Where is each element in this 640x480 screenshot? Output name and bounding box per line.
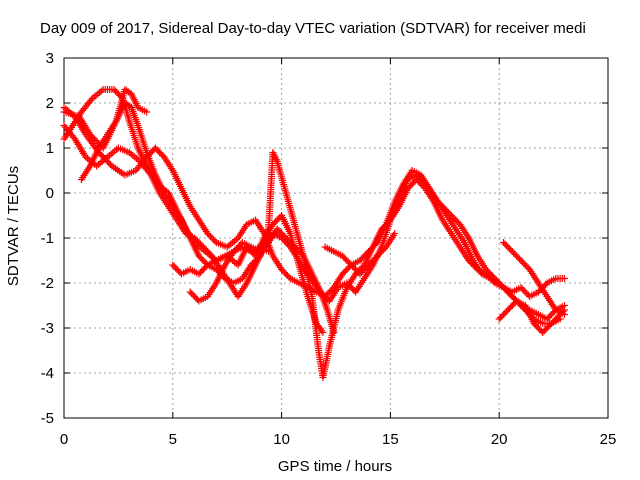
data-point [285,273,293,281]
y-tick-label: 3 [46,50,54,67]
data-point [560,311,568,318]
x-tick-label: 0 [60,431,68,448]
y-tick-label: 2 [46,95,54,112]
data-point [330,329,338,336]
x-tick-label: 10 [273,431,290,448]
data-point [391,230,399,237]
y-tick-label: -1 [41,230,54,247]
data-point [489,278,497,285]
data-point [202,263,210,270]
data-point [265,248,273,255]
chart-title: Day 009 of 2017, Sidereal Day-to-day VTE… [40,20,586,37]
y-tick-label: 0 [46,185,54,202]
x-axis: 0 5 10 15 20 25 [60,58,617,448]
data-point [472,264,480,272]
data-point [546,321,554,329]
y-tick-label: -2 [41,275,54,292]
data-series [60,86,568,381]
data-point [542,281,550,288]
y-axis: -5 -4 -3 -2 -1 0 1 2 3 [41,50,608,427]
data-point [87,96,95,104]
data-point [143,108,151,116]
data-point [560,275,568,282]
y-axis-label: SDTVAR / TECUs [5,166,22,286]
series-track-9 [500,239,568,318]
series-track-10 [495,297,564,336]
y-tick-label: -4 [41,365,54,382]
series-track-5 [77,99,568,381]
series-track-7 [186,225,338,336]
x-tick-label: 25 [600,431,617,448]
x-tick-label: 20 [491,431,508,448]
x-axis-label: GPS time / hours [278,458,392,475]
x-tick-label: 5 [169,431,177,448]
series-track-8 [321,230,399,278]
data-point [117,93,125,101]
x-tick-label: 15 [382,431,399,448]
y-tick-label: -3 [41,320,54,337]
y-tick-label: -5 [41,410,54,427]
data-point [319,329,327,336]
y-tick-label: 1 [46,140,54,157]
data-point [556,315,564,323]
data-point [254,254,262,261]
data-point [560,302,568,309]
data-point [211,237,219,245]
